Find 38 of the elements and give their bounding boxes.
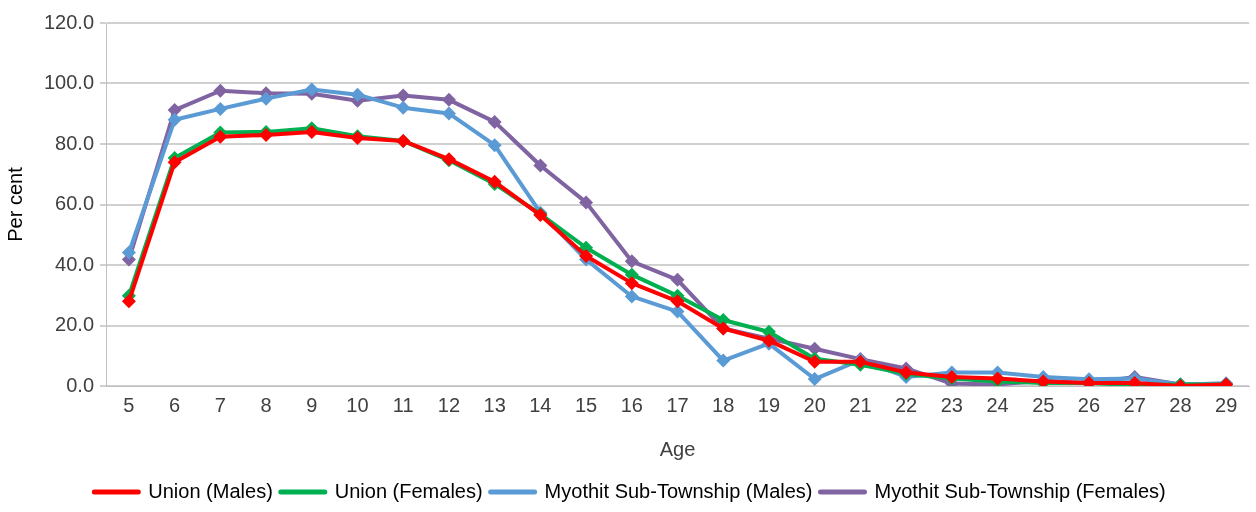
x-tick-label: 14 bbox=[529, 393, 552, 416]
y-tick-label: 120.0 bbox=[43, 10, 95, 33]
x-tick-label: 22 bbox=[894, 393, 918, 416]
x-tick-label: 18 bbox=[712, 393, 735, 416]
y-tick-label: 0.0 bbox=[66, 373, 95, 396]
y-axis-title: Per cent bbox=[3, 166, 26, 242]
x-tick-label: 25 bbox=[1032, 393, 1055, 416]
x-tick-label: 21 bbox=[849, 393, 872, 416]
legend-label: Myothit Sub-Township (Females) bbox=[874, 479, 1166, 502]
x-tick-label: 28 bbox=[1169, 393, 1192, 416]
x-tick-label: 10 bbox=[346, 393, 369, 416]
x-tick-label: 12 bbox=[437, 393, 461, 416]
x-tick-label: 27 bbox=[1123, 393, 1146, 416]
y-tick-label: 40.0 bbox=[55, 252, 95, 275]
x-tick-label: 15 bbox=[574, 393, 598, 416]
x-tick-label: 26 bbox=[1077, 393, 1101, 416]
x-tick-label: 19 bbox=[757, 393, 781, 416]
y-tick-label: 20.0 bbox=[55, 313, 95, 336]
x-tick-label: 9 bbox=[306, 393, 318, 416]
legend-label: Union (Males) bbox=[148, 479, 273, 502]
x-tick-label: 8 bbox=[260, 393, 272, 416]
legend-label: Union (Females) bbox=[334, 479, 483, 502]
x-tick-label: 24 bbox=[986, 393, 1009, 416]
x-tick-label: 11 bbox=[392, 393, 414, 416]
x-tick-label: 16 bbox=[620, 393, 643, 416]
x-tick-label: 6 bbox=[169, 393, 181, 416]
x-tick-label: 17 bbox=[666, 393, 689, 416]
y-tick-label: 60.0 bbox=[55, 192, 95, 215]
y-tick-label: 100.0 bbox=[43, 71, 95, 94]
y-tick-label: 80.0 bbox=[55, 131, 95, 154]
x-tick-label: 23 bbox=[940, 393, 963, 416]
x-tick-label: 20 bbox=[803, 393, 826, 416]
x-axis-title: Age bbox=[659, 437, 696, 460]
x-tick-label: 29 bbox=[1215, 393, 1238, 416]
x-tick-label: 7 bbox=[214, 393, 226, 416]
x-tick-label: 13 bbox=[483, 393, 506, 416]
x-tick-label: 5 bbox=[123, 393, 135, 416]
legend-label: Myothit Sub-Township (Males) bbox=[544, 479, 813, 502]
